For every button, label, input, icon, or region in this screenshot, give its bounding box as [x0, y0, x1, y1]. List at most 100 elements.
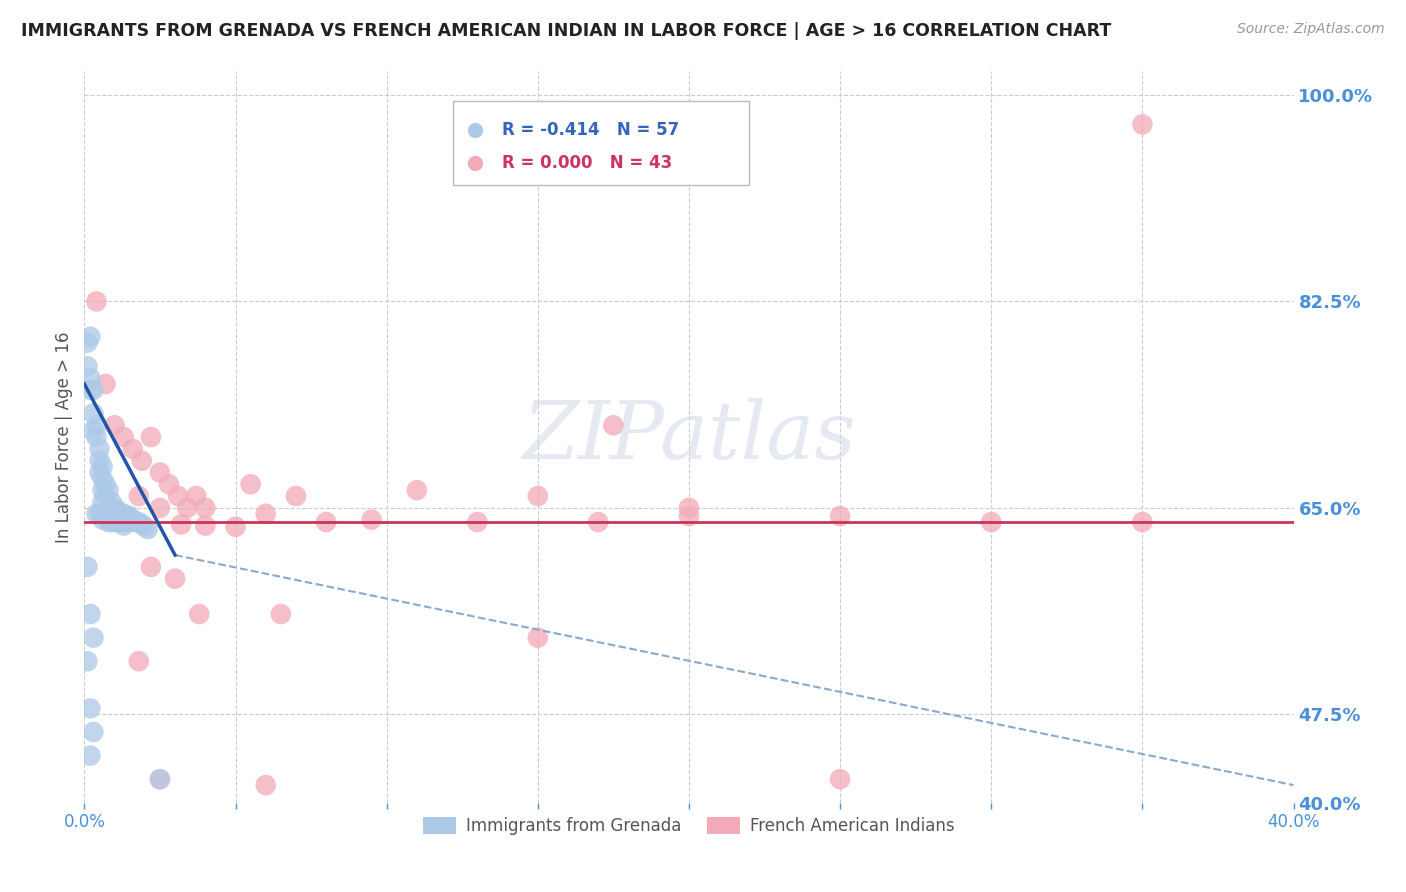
Point	[94, 477, 117, 491]
Point	[125, 515, 148, 529]
Point	[149, 772, 172, 787]
Point	[830, 772, 852, 787]
Point	[467, 515, 489, 529]
Point	[678, 500, 700, 515]
Point	[104, 500, 127, 515]
Point	[139, 430, 162, 444]
Point	[149, 466, 172, 480]
Point	[89, 466, 111, 480]
Point	[104, 507, 127, 521]
Point	[100, 495, 122, 509]
Point	[128, 515, 150, 529]
Point	[76, 335, 98, 350]
Point	[91, 495, 114, 509]
Point	[112, 518, 135, 533]
Point	[94, 376, 117, 391]
Point	[176, 500, 198, 515]
Point	[110, 507, 132, 521]
Point	[121, 442, 143, 456]
Point	[131, 517, 153, 532]
Point	[79, 607, 101, 621]
Point	[97, 500, 120, 515]
Point	[94, 489, 117, 503]
Legend: Immigrants from Grenada, French American Indians: Immigrants from Grenada, French American…	[416, 811, 962, 842]
Point	[107, 503, 129, 517]
Point	[104, 418, 127, 433]
Point	[112, 513, 135, 527]
Point	[118, 515, 141, 529]
Point	[112, 430, 135, 444]
Point	[1130, 515, 1153, 529]
Point	[89, 453, 111, 467]
Point	[79, 748, 101, 763]
Text: Source: ZipAtlas.com: Source: ZipAtlas.com	[1237, 22, 1385, 37]
Point	[225, 520, 247, 534]
Text: R = 0.000   N = 43: R = 0.000 N = 43	[502, 153, 672, 172]
Point	[86, 507, 108, 521]
Point	[678, 509, 700, 524]
Point	[79, 330, 101, 344]
Point	[136, 522, 159, 536]
Point	[149, 772, 172, 787]
Point	[89, 507, 111, 521]
Point	[406, 483, 429, 498]
Text: IMMIGRANTS FROM GRENADA VS FRENCH AMERICAN INDIAN IN LABOR FORCE | AGE > 16 CORR: IMMIGRANTS FROM GRENADA VS FRENCH AMERIC…	[21, 22, 1111, 40]
Point	[527, 631, 550, 645]
Point	[980, 515, 1002, 529]
Point	[112, 507, 135, 521]
Point	[139, 559, 162, 574]
Point	[170, 517, 193, 532]
Point	[97, 515, 120, 529]
Point	[315, 515, 337, 529]
Point	[82, 631, 104, 645]
Point	[128, 654, 150, 668]
Point	[194, 518, 217, 533]
Point	[97, 483, 120, 498]
Point	[149, 500, 172, 515]
Point	[86, 418, 108, 433]
Point	[115, 509, 138, 524]
Point	[110, 515, 132, 529]
Point	[82, 424, 104, 438]
Point	[100, 515, 122, 529]
Point	[76, 359, 98, 374]
Point	[254, 507, 277, 521]
Point	[76, 559, 98, 574]
Point	[104, 515, 127, 529]
Point	[100, 507, 122, 521]
Point	[167, 489, 190, 503]
Point	[118, 509, 141, 524]
Point	[830, 509, 852, 524]
Y-axis label: In Labor Force | Age > 16: In Labor Force | Age > 16	[55, 331, 73, 543]
Point	[86, 430, 108, 444]
Point	[79, 701, 101, 715]
Point	[91, 459, 114, 474]
Point	[194, 500, 217, 515]
Point	[79, 371, 101, 385]
Point	[82, 383, 104, 397]
Point	[91, 513, 114, 527]
Point	[239, 477, 262, 491]
Point	[94, 507, 117, 521]
Point	[131, 453, 153, 467]
Text: R = -0.414   N = 57: R = -0.414 N = 57	[502, 121, 679, 139]
Point	[82, 725, 104, 739]
Point	[121, 513, 143, 527]
Point	[91, 483, 114, 498]
Point	[91, 471, 114, 485]
Point	[82, 407, 104, 421]
Point	[115, 515, 138, 529]
Point	[79, 383, 101, 397]
Point	[602, 418, 624, 433]
Point	[134, 520, 156, 534]
Point	[165, 572, 187, 586]
Point	[76, 654, 98, 668]
Point	[270, 607, 292, 621]
Point	[360, 513, 382, 527]
Point	[157, 477, 180, 491]
Point	[89, 442, 111, 456]
Point	[128, 489, 150, 503]
Point	[254, 778, 277, 792]
Point	[188, 607, 211, 621]
Point	[285, 489, 308, 503]
